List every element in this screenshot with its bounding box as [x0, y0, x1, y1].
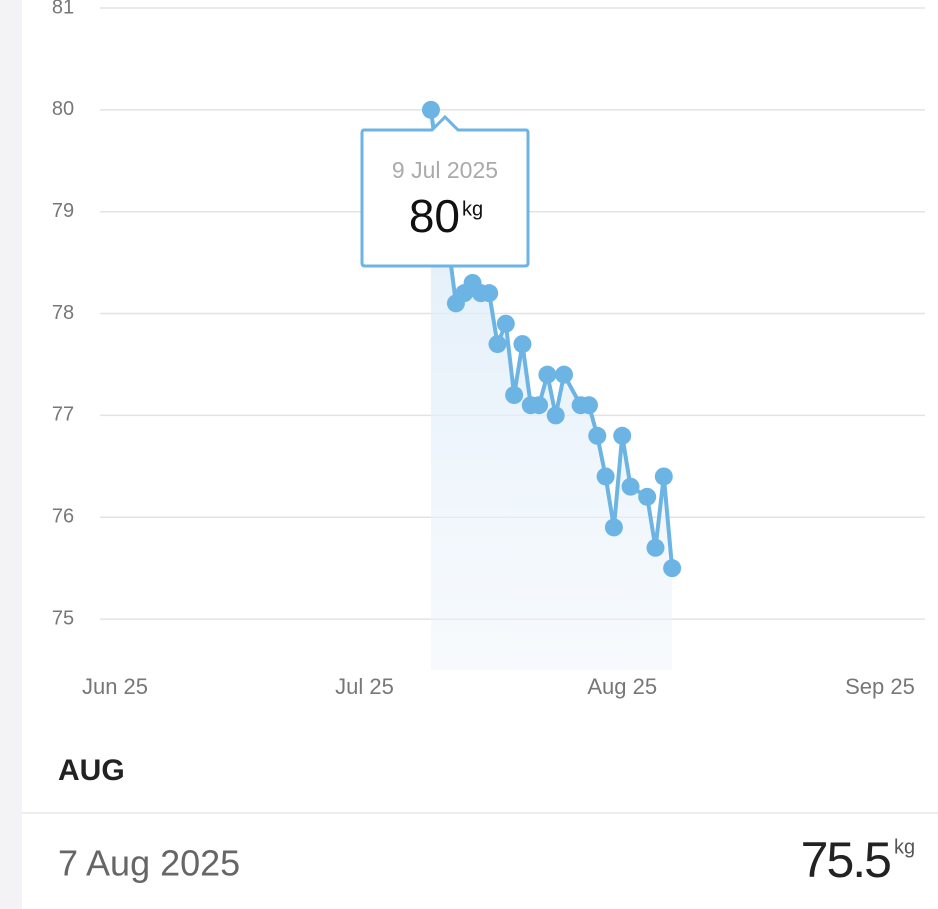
- point: [638, 487, 657, 506]
- entry-unit: kg: [894, 836, 915, 858]
- x-tick-label: Aug 25: [587, 674, 657, 699]
- x-tick-label: Jun 25: [82, 674, 148, 699]
- point: [555, 365, 574, 384]
- y-tick-label: 79: [52, 200, 74, 222]
- y-tick-label: 81: [52, 0, 74, 18]
- entry-date: 7 Aug 2025: [58, 843, 240, 884]
- y-tick-label: 75: [52, 607, 74, 629]
- point: [663, 559, 682, 578]
- point: [654, 467, 673, 486]
- y-tick-label: 76: [52, 506, 74, 528]
- point: [579, 396, 598, 415]
- section-title: AUG: [58, 754, 125, 787]
- point: [613, 426, 632, 445]
- point: [530, 396, 549, 415]
- point: [646, 538, 665, 557]
- point: [505, 386, 524, 405]
- tooltip-date: 9 Jul 2025: [392, 157, 498, 183]
- point: [488, 335, 507, 354]
- point: [546, 406, 565, 425]
- tooltip: 9 Jul 2025 80 kg: [360, 114, 530, 268]
- y-tick-label: 78: [52, 302, 74, 324]
- x-tick-label: Sep 25: [845, 674, 915, 699]
- point: [496, 314, 515, 333]
- entry-value: 75.5: [801, 832, 891, 888]
- point: [421, 100, 440, 119]
- point: [588, 426, 607, 445]
- y-tick-label: 80: [52, 98, 74, 120]
- y-tick-label: 77: [52, 404, 74, 426]
- point: [604, 518, 623, 537]
- point: [538, 365, 557, 384]
- point: [596, 467, 615, 486]
- point: [513, 335, 532, 354]
- point: [621, 477, 640, 496]
- tooltip-unit: kg: [462, 198, 483, 220]
- tooltip-box: [360, 114, 530, 268]
- side-strip: [0, 0, 22, 909]
- tooltip-value: 80: [409, 190, 460, 242]
- point: [480, 284, 499, 303]
- x-tick-label: Jul 25: [335, 674, 394, 699]
